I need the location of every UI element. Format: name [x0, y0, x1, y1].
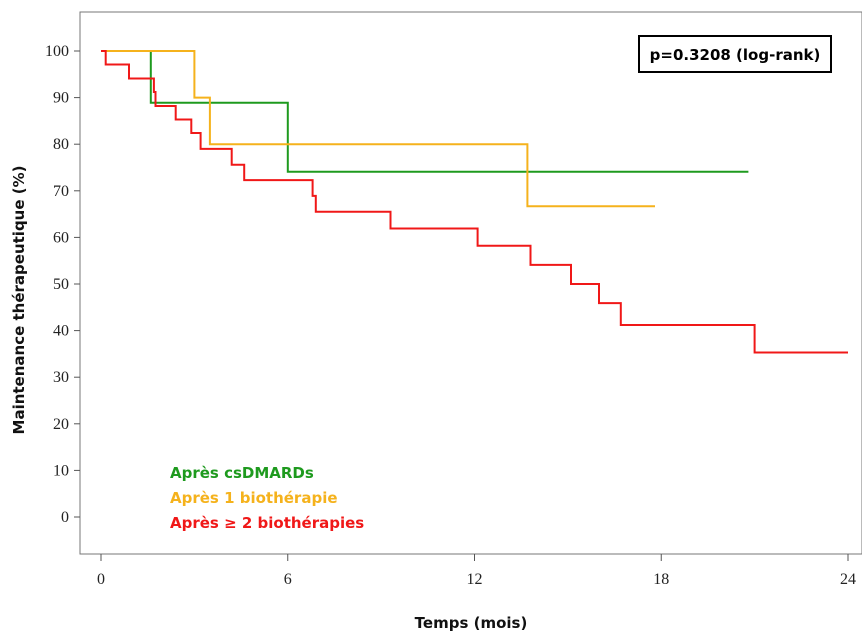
legend-item-1-biotherapie: Après 1 biothérapie	[170, 489, 338, 507]
y-tick-label: 90	[53, 90, 69, 107]
legend-item-csdmards: Après csDMARDs	[170, 464, 314, 482]
y-tick-label: 30	[53, 369, 69, 386]
x-tick-label: 0	[97, 571, 105, 588]
x-tick-label: 18	[653, 571, 669, 588]
series-line-1	[101, 50, 655, 208]
x-tick-label: 12	[467, 571, 483, 588]
y-tick-label: 60	[53, 229, 69, 246]
plot-frame	[79, 11, 862, 555]
y-tick-label: 20	[53, 416, 69, 433]
series-line-2	[101, 50, 848, 354]
annotation-box	[638, 35, 832, 73]
x-axis-title: Temps (mois)	[415, 614, 528, 632]
y-tick-label: 40	[53, 323, 69, 340]
y-tick-label: 10	[53, 462, 69, 479]
series-lines	[101, 50, 848, 354]
x-tick-label: 6	[284, 571, 292, 588]
annotation-text: p=0.3208 (log-rank)	[650, 46, 821, 64]
y-tick-label: 0	[61, 509, 69, 526]
legend-item-2-biotherapies: Après ≥ 2 biothérapies	[170, 514, 364, 532]
y-tick-label: 50	[53, 276, 69, 293]
x-tick-label: 24	[840, 571, 856, 588]
y-tick-label: 70	[53, 183, 69, 200]
y-axis-title: Maintenance thérapeutique (%)	[10, 166, 28, 435]
y-tick-label: 80	[53, 136, 69, 153]
axis-ticks: 0 10 20 30 40 50 60 70 80 90 100 0 6 12 18 24	[45, 43, 856, 588]
y-tick-label: 100	[45, 43, 69, 60]
